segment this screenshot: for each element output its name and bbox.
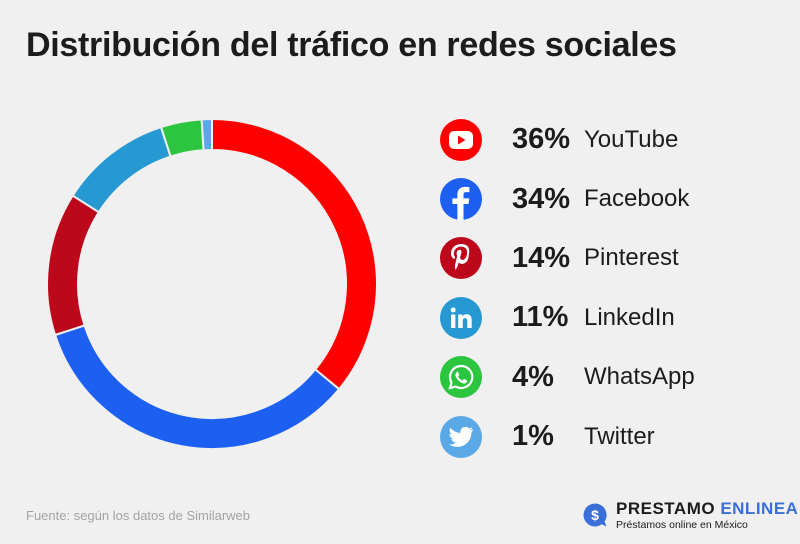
legend-value: 36% bbox=[512, 123, 571, 156]
youtube-icon bbox=[440, 118, 482, 161]
legend-label: Pinterest bbox=[584, 244, 679, 272]
brand-name: PRESTAMO ENLINEA bbox=[616, 500, 798, 517]
brand-name-part2: ENLINEA bbox=[720, 499, 799, 518]
twitter-icon bbox=[440, 415, 482, 458]
donut-slice-pinterest bbox=[46, 194, 101, 337]
donut-chart bbox=[46, 117, 378, 450]
chart-title: Distribución del tráfico en redes social… bbox=[26, 26, 677, 64]
legend-label: WhatsApp bbox=[584, 363, 695, 391]
legend-value: 34% bbox=[512, 182, 571, 215]
donut-slice-twitter bbox=[200, 117, 213, 152]
brand-tagline: Préstamos online en México bbox=[616, 519, 748, 531]
legend-label: Twitter bbox=[584, 422, 655, 450]
legend-item-youtube: 36% YouTube bbox=[440, 110, 780, 169]
legend-value: 4% bbox=[512, 360, 554, 393]
legend-item-whatsapp: 4% WhatsApp bbox=[440, 348, 780, 407]
pinterest-icon bbox=[440, 237, 482, 280]
legend-item-facebook: 34% Facebook bbox=[440, 169, 780, 228]
brand-logo-icon: $ bbox=[583, 503, 607, 527]
brand-name-part1: PRESTAMO bbox=[616, 499, 716, 518]
donut-slice-facebook bbox=[53, 324, 341, 450]
donut-slice-youtube bbox=[211, 117, 378, 391]
legend-value: 11% bbox=[512, 301, 569, 334]
legend-value: 14% bbox=[512, 241, 571, 274]
legend-label: LinkedIn bbox=[584, 303, 675, 331]
legend: 36% YouTube 34% Facebook 14% Pinterest bbox=[440, 110, 780, 466]
legend-item-twitter: 1% Twitter bbox=[440, 407, 780, 466]
facebook-icon bbox=[440, 178, 482, 221]
donut-slice-linkedin bbox=[71, 125, 172, 214]
legend-item-linkedin: 11% LinkedIn bbox=[440, 288, 780, 347]
whatsapp-icon bbox=[440, 356, 482, 399]
brand-logo-block: $ PRESTAMO ENLINEA Préstamos online en M… bbox=[582, 500, 798, 531]
legend-item-pinterest: 14% Pinterest bbox=[440, 229, 780, 288]
source-note: Fuente: según los datos de Similarweb bbox=[26, 508, 251, 523]
legend-value: 1% bbox=[512, 420, 554, 453]
linkedin-icon bbox=[440, 296, 482, 339]
legend-label: Facebook bbox=[584, 185, 690, 213]
svg-text:$: $ bbox=[591, 507, 599, 523]
legend-label: YouTube bbox=[584, 125, 679, 153]
